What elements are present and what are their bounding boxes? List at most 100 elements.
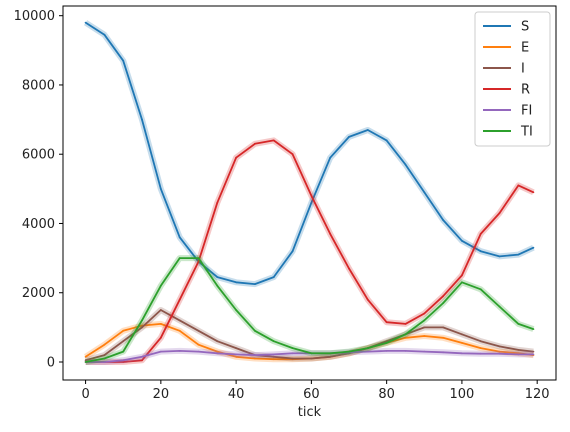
series-TI-point (197, 257, 200, 259)
series-TI-point (122, 350, 125, 353)
y-axis: 0 2000 4000 6000 8000 10000 (14, 9, 63, 370)
series-E-point (461, 342, 463, 344)
series-TI-point (532, 328, 535, 330)
series-S-point (385, 139, 388, 142)
series-TI-point (103, 357, 106, 360)
series-R-point (498, 212, 501, 215)
series-R-point (159, 336, 162, 339)
series-FI-point (498, 352, 501, 355)
series-E-point (254, 357, 256, 360)
series-R-point (310, 194, 313, 197)
series-I-point (291, 357, 294, 360)
series-R-point (197, 260, 200, 263)
series-TI-point (159, 284, 162, 287)
series-R-point (385, 321, 388, 324)
series-I-point (517, 349, 520, 351)
series-FI-point (442, 351, 444, 354)
series-FI-point (122, 359, 125, 362)
series-TI-point (84, 361, 87, 363)
series-S-point (404, 163, 407, 166)
series-TI-point (329, 352, 332, 355)
series-layer (83, 20, 535, 365)
series-I-point (310, 357, 313, 360)
series-S-point (122, 59, 125, 62)
y-tick-label: 10000 (14, 9, 55, 24)
legend-box (474, 11, 551, 147)
series-TI-point (178, 257, 181, 259)
series-I-point (197, 329, 200, 332)
series-TI-point (442, 302, 444, 304)
y-tick-label: 6000 (22, 148, 55, 163)
series-S-point (423, 191, 426, 194)
series-S-point (442, 219, 444, 221)
series-S-point (272, 276, 275, 278)
series-I-point (84, 359, 87, 362)
series-S-point (291, 250, 294, 253)
series-I-point (103, 354, 106, 356)
series-R-point (423, 312, 426, 315)
legend-label-R: R (521, 83, 530, 98)
series-FI-point (159, 350, 162, 353)
series-FI-point (385, 350, 388, 352)
x-axis: 0 20 40 60 80 100 120 (81, 380, 550, 402)
series-I-point (329, 355, 332, 358)
series-R-point (532, 191, 535, 194)
series-FI-point (291, 352, 294, 355)
series-TI-point (272, 340, 275, 343)
series-FI-point (404, 350, 407, 352)
series-E-point (272, 358, 275, 361)
series-I-point (159, 309, 162, 311)
series-R-point (442, 295, 444, 298)
series-I-point (216, 340, 219, 343)
y-tick-label: 4000 (22, 217, 55, 232)
series-S-point (498, 255, 501, 258)
series-S-point (461, 239, 463, 242)
series-TI-point (423, 319, 426, 322)
series-E-point (159, 323, 162, 325)
series-I-point (442, 326, 444, 329)
series-TI-point (310, 352, 313, 355)
axes-frame (62, 5, 557, 381)
series-S-group (83, 20, 535, 288)
series-E-point (442, 336, 444, 339)
series-S-point (141, 118, 143, 121)
series-I-point (122, 340, 125, 343)
series-R-point (461, 274, 463, 277)
series-TI-point (291, 347, 294, 349)
series-FI-point (479, 352, 482, 355)
series-S-point (84, 21, 87, 24)
series-I-point (479, 340, 482, 343)
series-FI-point (216, 352, 219, 355)
series-TI-point (216, 284, 219, 287)
series-TI-point (517, 323, 520, 325)
x-tick-label: 20 (153, 387, 170, 402)
series-S-point (103, 33, 106, 36)
series-R-point (366, 298, 369, 301)
series-I-point (385, 340, 388, 343)
y-tick-label: 2000 (22, 286, 55, 301)
series-E-point (404, 336, 407, 339)
series-I-point (178, 319, 181, 322)
series-R-point (404, 323, 407, 325)
series-R-point (517, 184, 520, 187)
series-S-point (178, 236, 181, 239)
series-TI-point (235, 309, 238, 311)
series-R-point (122, 361, 125, 363)
series-S-point (532, 246, 535, 249)
series-S-point (310, 201, 313, 204)
series-FI-point (532, 353, 535, 356)
y-tick-label: 0 (47, 355, 55, 370)
series-R-point (141, 359, 143, 362)
series-S-point (348, 136, 350, 138)
series-E-point (479, 347, 482, 349)
series-R-point (348, 267, 350, 270)
series-TI-point (141, 319, 143, 322)
series-S-point (517, 253, 520, 256)
series-S-point (235, 281, 238, 284)
series-R-point (291, 153, 294, 156)
x-tick-label: 0 (81, 387, 89, 402)
series-FI-point (197, 350, 200, 353)
series-I-point (498, 345, 501, 348)
series-R-point (216, 201, 219, 204)
